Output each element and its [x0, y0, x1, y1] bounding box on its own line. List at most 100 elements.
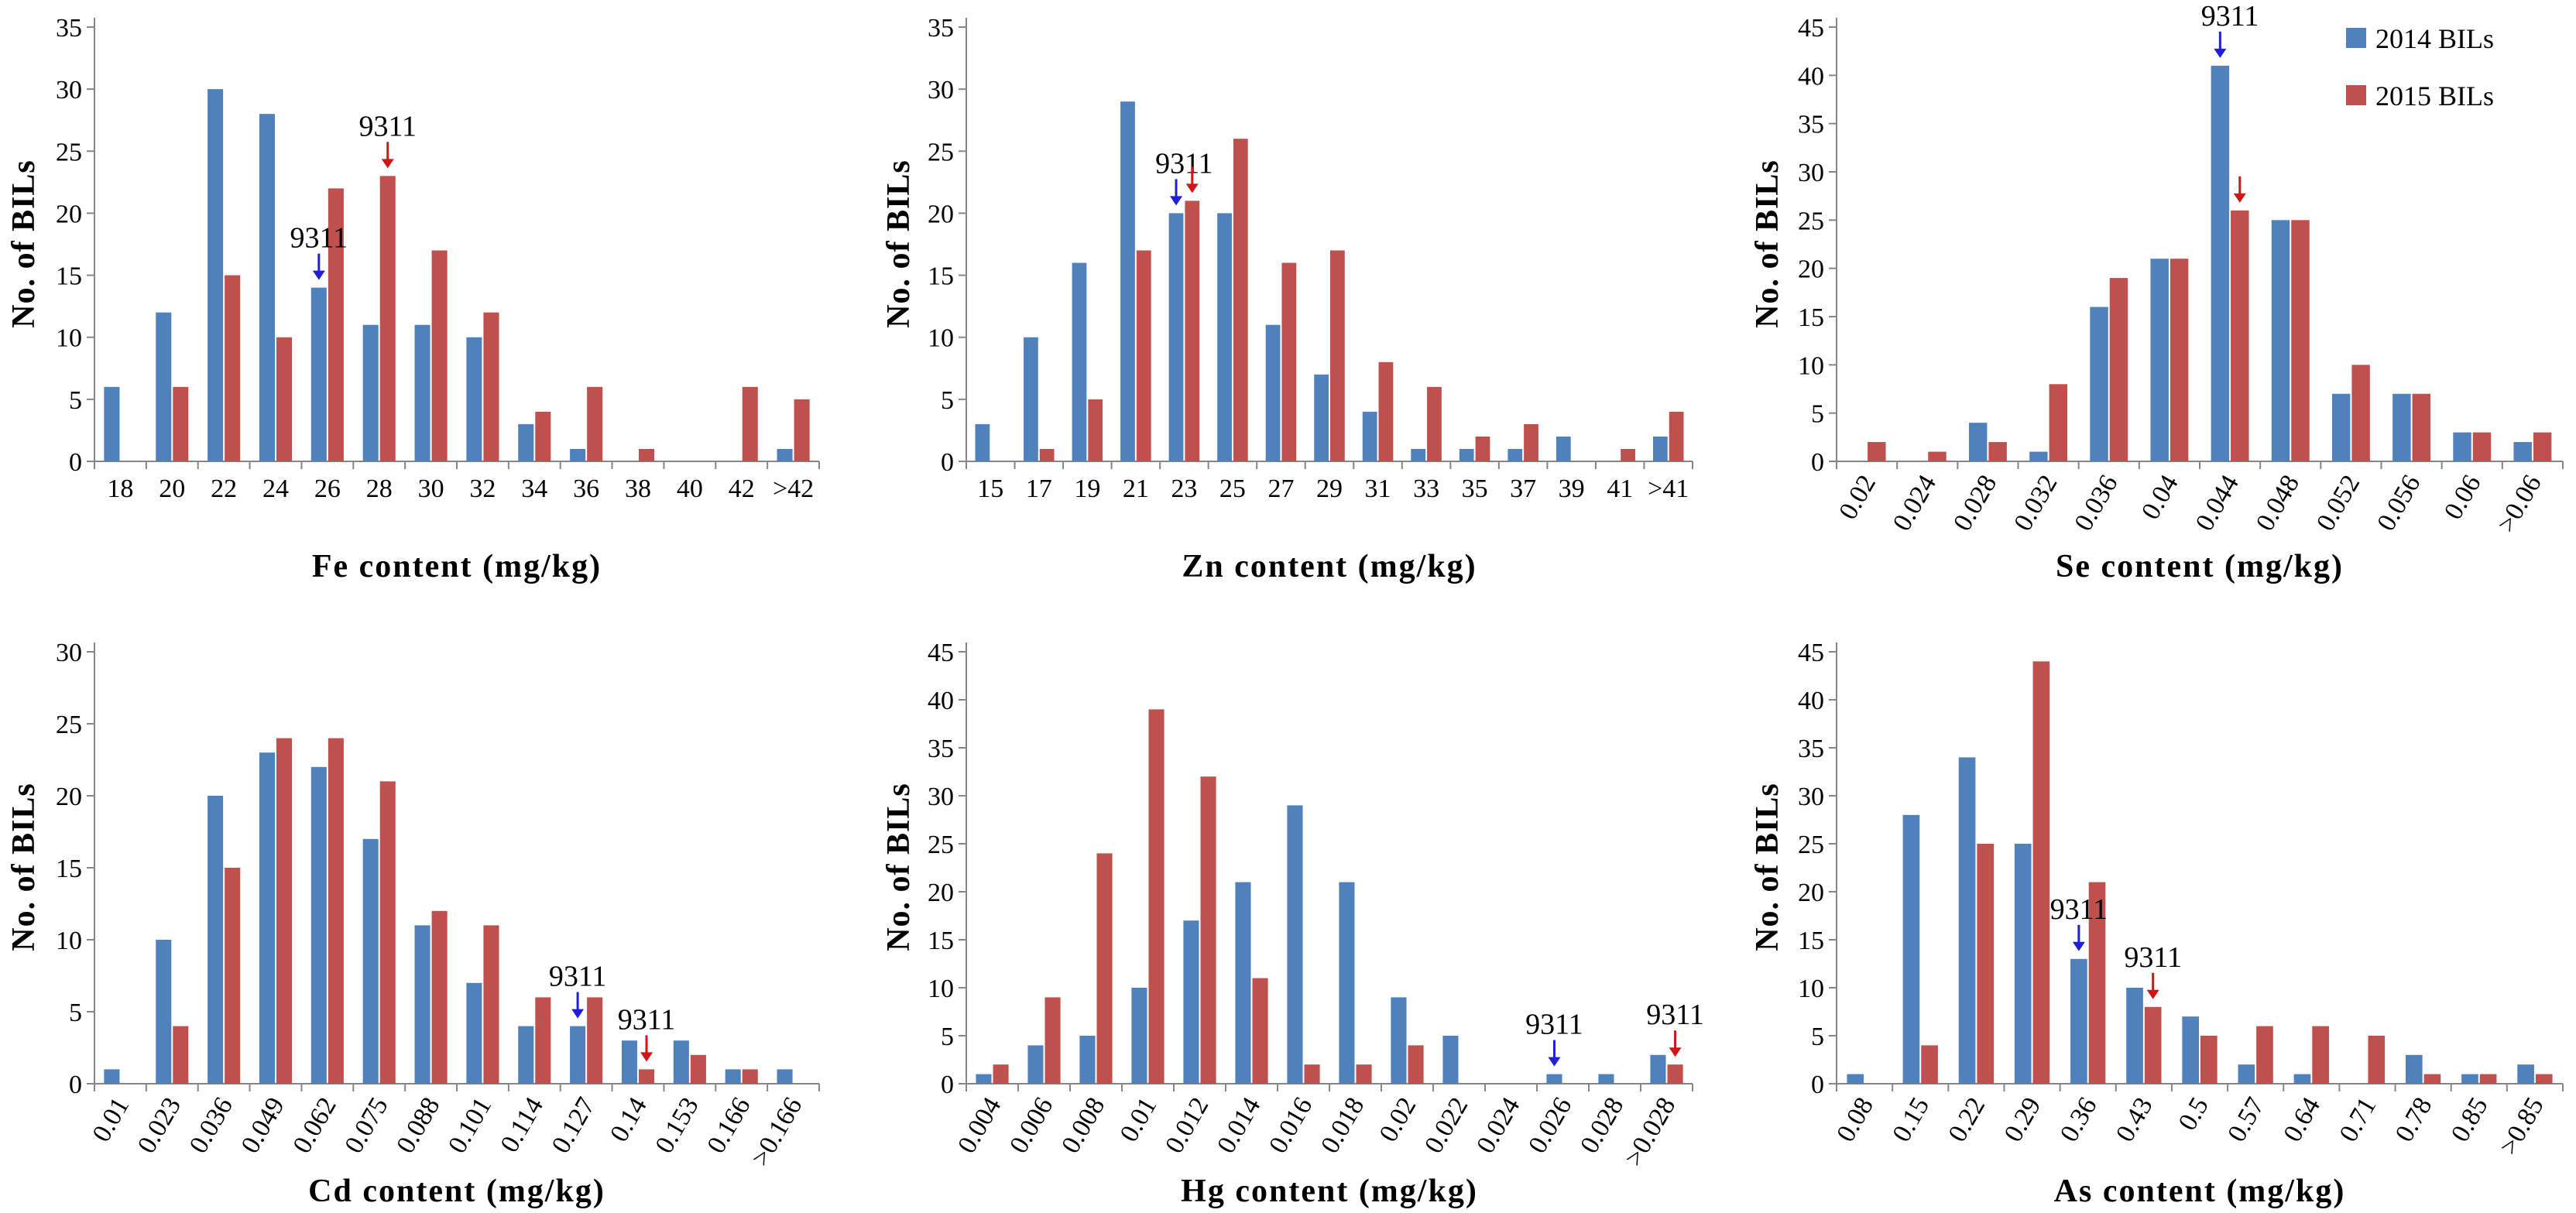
- cd-xtick-label: 0.023: [132, 1093, 187, 1159]
- fe-bar-2014: [518, 423, 534, 461]
- fe-bar-2015: [483, 312, 499, 461]
- zn-bar-2014: [1120, 101, 1135, 461]
- se-ytick-label: 35: [1798, 111, 1824, 139]
- zn-ytick-label: 15: [928, 262, 954, 291]
- se-xtick-label: 0.06: [2439, 471, 2487, 525]
- cd-bar-2015: [639, 1069, 655, 1084]
- se-bar-2014: [2392, 393, 2411, 461]
- se-ytick-label: 30: [1798, 159, 1824, 187]
- zn-xtick-label: 21: [1123, 475, 1149, 503]
- se-arrowhead-2014: [2214, 48, 2227, 58]
- hg-xtick-label: 0.004: [952, 1093, 1007, 1159]
- cd-bar-2015: [173, 1026, 189, 1084]
- zn-ytick-label: 25: [928, 138, 954, 166]
- se-xtick-label: 0.036: [2069, 471, 2123, 536]
- fe-bar-2015: [431, 250, 448, 461]
- as-bar-2015: [2256, 1026, 2273, 1084]
- zn-bar-2014: [1556, 436, 1571, 461]
- as-xtick-label: 0.71: [2334, 1093, 2382, 1147]
- as-annotation-label: 9311: [2050, 893, 2108, 926]
- hg-bar-2015: [1096, 853, 1113, 1084]
- cd-bar-2014: [518, 1026, 534, 1084]
- zn-bar-2015: [1669, 411, 1684, 461]
- hg-bar-2014: [1235, 882, 1251, 1084]
- zn-xtick-label: >41: [1648, 475, 1689, 503]
- fe-xtick-label: 26: [314, 475, 341, 503]
- se-bar-2015: [2231, 210, 2249, 461]
- fe-xtick-label: 24: [262, 475, 289, 503]
- cd-annotation-label: 9311: [549, 961, 607, 993]
- hg-bar-2014: [1027, 1045, 1044, 1084]
- se-bar-2014: [2453, 432, 2471, 461]
- as-bar-2014: [2517, 1064, 2534, 1084]
- se-bar-2015: [1868, 442, 1886, 461]
- zn-xtick-label: 15: [977, 475, 1003, 503]
- cd-bar-2014: [259, 752, 275, 1084]
- cd-bar-2015: [742, 1069, 758, 1084]
- cd-bar-2014: [466, 982, 482, 1084]
- as-bar-2014: [2182, 1016, 2199, 1084]
- as-xtick-label: 0.08: [1831, 1093, 1879, 1147]
- se-xtick-label: 0.044: [2190, 471, 2245, 536]
- cd-bar-2014: [621, 1040, 637, 1084]
- zn-bar-2015: [1330, 250, 1345, 461]
- hg-ytick-label: 20: [928, 879, 954, 907]
- as-xtick-label: 0.15: [1887, 1093, 1935, 1147]
- as-xtick-label: 0.43: [2111, 1093, 2159, 1147]
- se-bar-2015: [2291, 220, 2310, 461]
- hg-bar-2015: [1408, 1045, 1424, 1084]
- se-bar-2014: [2029, 451, 2048, 461]
- cd-bar-2015: [276, 738, 293, 1084]
- zn-bar-2014: [1168, 213, 1184, 461]
- zn-bar-2014: [1314, 374, 1329, 461]
- hg-bar-2014: [976, 1074, 992, 1084]
- fe-ytick-label: 30: [56, 76, 82, 105]
- hg-y-axis-title: No. of BILs: [881, 783, 917, 951]
- as-bar-2015: [2144, 1006, 2162, 1084]
- zn-bar-2014: [1362, 411, 1377, 461]
- as-xtick-label: 0.5: [2173, 1093, 2214, 1136]
- as-bar-2015: [2423, 1074, 2441, 1084]
- hg-xtick-label: 0.028: [1575, 1093, 1629, 1159]
- fe-bar-2015: [379, 176, 396, 462]
- hg-ytick-label: 45: [928, 639, 954, 667]
- hg-xtick-label: 0.012: [1160, 1093, 1214, 1159]
- zn-arrowhead-2014: [1170, 196, 1183, 206]
- zn-bar-2015: [1524, 423, 1538, 461]
- zn-xtick-label: 41: [1607, 475, 1633, 503]
- fe-xtick-label: 38: [625, 475, 651, 503]
- fe-ytick-label: 15: [56, 262, 82, 291]
- zn-bar-2015: [1475, 436, 1490, 461]
- zn-bar-2015: [1621, 448, 1635, 461]
- zn-xtick-label: 17: [1026, 475, 1052, 503]
- hg-annotation-label: 9311: [1646, 999, 1704, 1031]
- fe-bar-2014: [466, 337, 482, 461]
- zn-arrowhead-2015: [1185, 183, 1199, 194]
- se-bar-2015: [2472, 432, 2492, 461]
- zn-ytick-label: 5: [941, 386, 954, 415]
- hg-bar-2015: [1667, 1064, 1683, 1084]
- fe-ytick-label: 5: [69, 386, 82, 415]
- fe-bar-2014: [259, 114, 275, 461]
- zn-ytick-label: 35: [928, 14, 954, 43]
- hg-bar-2015: [1356, 1064, 1372, 1084]
- cd-ytick-label: 25: [56, 711, 82, 739]
- se-bar-2015: [2109, 278, 2128, 461]
- hg-ytick-label: 30: [928, 783, 954, 811]
- cd-arrowhead-2015: [640, 1052, 653, 1062]
- fe-bar-2015: [328, 188, 344, 461]
- chart-cd: 0 5 10 15 20 25 30 0.010.0230.0360.0490.0620.07…: [6, 639, 820, 1209]
- as-bar-2015: [2032, 661, 2050, 1084]
- zn-bar-2015: [1088, 399, 1103, 461]
- hg-xtick-label: >0.028: [1620, 1093, 1682, 1171]
- fe-bar-2015: [225, 275, 241, 461]
- zn-xtick-label: 35: [1462, 475, 1488, 503]
- hg-bar-2014: [1183, 920, 1199, 1084]
- legend-swatch-2014: [2346, 28, 2366, 48]
- hg-ytick-label: 40: [928, 687, 954, 715]
- fe-arrowhead-2015: [381, 159, 394, 169]
- chart-zn: 0 5 10 15 20 25 30 35 15 17 19 21 23 25 27 29 31 33 35 37 39…: [881, 14, 1693, 584]
- se-bar-2014: [2090, 307, 2108, 461]
- cd-xtick-label: 0.049: [236, 1093, 290, 1159]
- cd-bar-2015: [587, 997, 603, 1084]
